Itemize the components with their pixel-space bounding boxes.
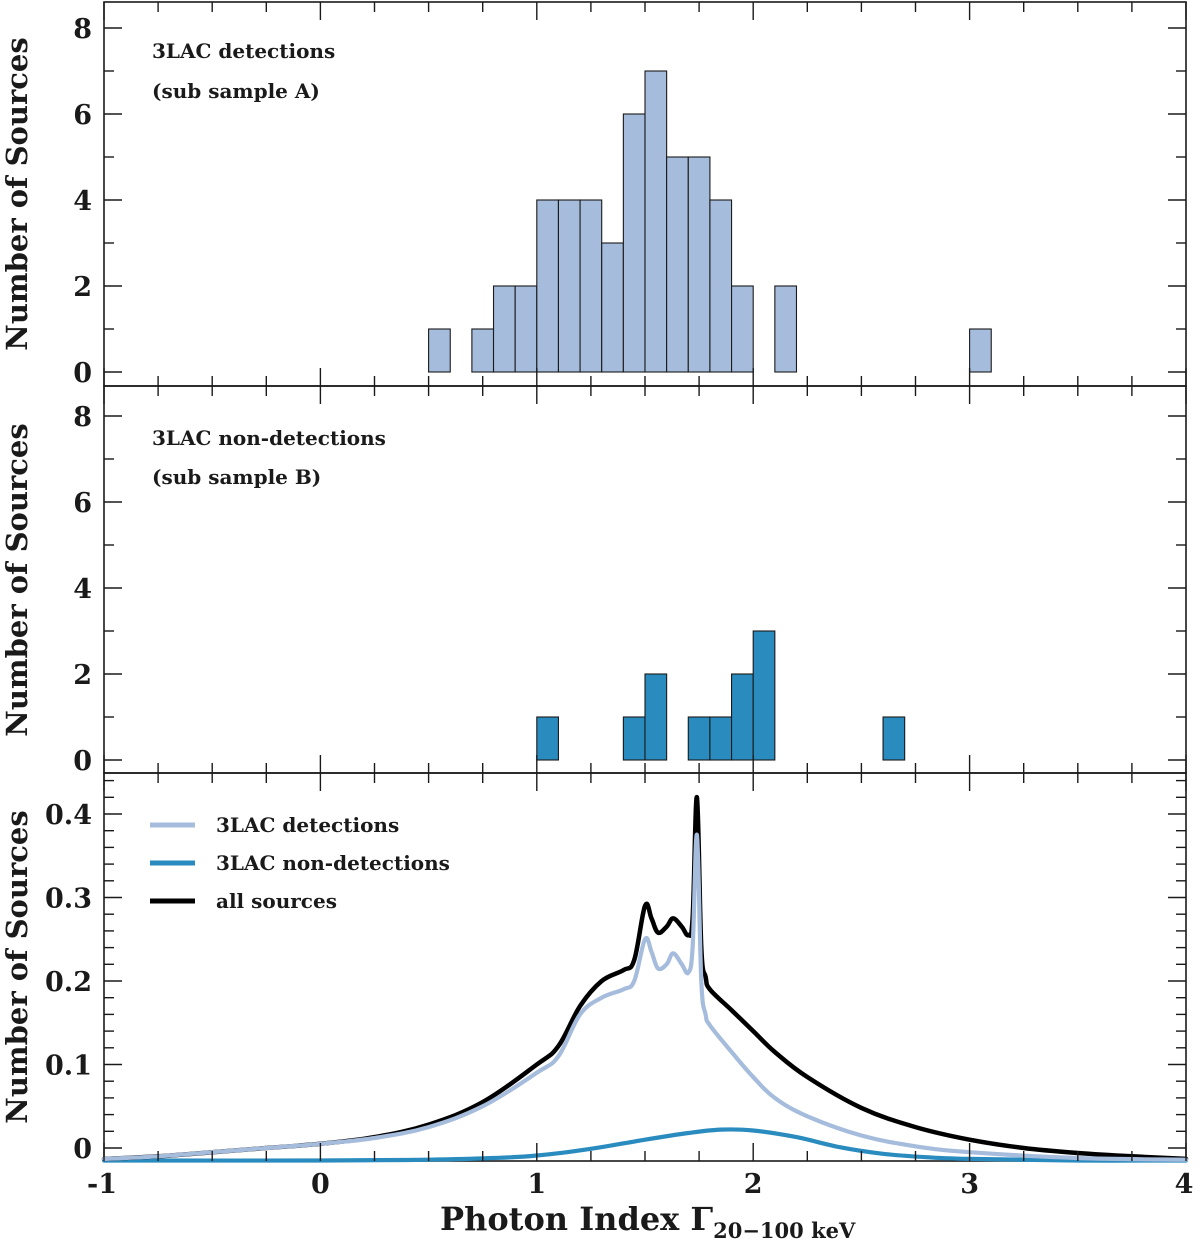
histogram-bar [557, 199, 581, 373]
histogram-bar [731, 673, 754, 761]
x-tick-label: 4 [1175, 1169, 1194, 1200]
middle-ylabel: Number of Sources [0, 423, 34, 736]
series-line-all-sources [101, 795, 1189, 1162]
y-tick-label: 0.1 [45, 1051, 92, 1082]
x-tick-label: 1 [527, 1169, 546, 1200]
histogram-bar [666, 156, 689, 373]
x-tick-label: 0 [311, 1169, 330, 1200]
histogram-bar [601, 242, 624, 373]
y-tick-label: 6 [73, 100, 92, 131]
x-tick-label: -1 [87, 1169, 117, 1200]
y-tick-label: 0.2 [45, 967, 92, 998]
legend: 3LAC detections 3LAC non-detections all … [150, 813, 450, 913]
y-tick-label: 4 [73, 574, 92, 605]
x-axis-label: Photon Index Γ20−100 keV [440, 1200, 856, 1243]
y-tick-label: 8 [73, 402, 92, 433]
histogram-bar [687, 716, 711, 761]
y-tick-label: 0 [73, 358, 92, 389]
histogram-bar [882, 716, 906, 761]
histogram-bar [644, 70, 668, 373]
y-tick-label: 2 [73, 272, 92, 303]
histogram-bar [969, 328, 992, 373]
histogram-bar [471, 328, 495, 373]
top-annotation-line1: 3LAC detections [152, 39, 335, 63]
x-axis-label-subscript: 20−100 keV [713, 1218, 856, 1243]
y-tick-label: 0.3 [45, 884, 92, 915]
x-axis-label-main: Photon Index Γ [440, 1200, 713, 1238]
y-tick-label: 4 [73, 186, 92, 217]
y-tick-label: 0.4 [45, 800, 92, 831]
legend-label-detections: 3LAC detections [216, 813, 399, 837]
top-ylabel: Number of Sources [0, 37, 34, 350]
middle-ticks: 0 2 4 6 8 [73, 386, 1187, 777]
y-tick-label: 0 [73, 1134, 92, 1165]
top-panel: 0 2 4 6 8 3LAC detections (sub sample A) Num… [0, 1, 1187, 389]
histogram-bar [514, 285, 538, 373]
histogram-bar [644, 673, 668, 761]
histogram-bar [536, 199, 559, 373]
middle-histogram-bars [536, 630, 906, 761]
histogram-bar [709, 716, 733, 761]
middle-annotation-line1: 3LAC non-detections [152, 426, 386, 450]
histogram-bar [536, 716, 559, 761]
histogram-bar [731, 285, 754, 373]
x-tick-label: 2 [744, 1169, 763, 1200]
y-tick-label: 0 [73, 746, 92, 777]
middle-annotation-line2: (sub sample B) [152, 465, 321, 489]
histogram-bar [622, 716, 646, 761]
x-tick-label: 3 [960, 1169, 979, 1200]
histogram-bar [428, 328, 451, 373]
histogram-bar [492, 285, 516, 373]
middle-panel: 0 2 4 6 8 3LAC non-detections (sub sample B)… [0, 385, 1187, 777]
bottom-ylabel: Number of Sources [0, 810, 34, 1123]
histogram-bar [687, 156, 711, 373]
histogram-bar [774, 285, 798, 373]
histogram-bar [752, 630, 776, 761]
series-line-3lac-detections [101, 832, 1189, 1162]
top-histogram-bars [428, 70, 992, 373]
bottom-panel: 0 0.1 0.2 0.3 0.4 -1 0 1 2 3 4 Number of Sources 3… [0, 772, 1193, 1243]
legend-label-non-detections: 3LAC non-detections [216, 851, 450, 875]
top-annotation-line2: (sub sample A) [152, 79, 320, 103]
histogram-bar [622, 113, 646, 373]
legend-label-all-sources: all sources [216, 889, 337, 913]
y-tick-label: 6 [73, 488, 92, 519]
histogram-bar [579, 199, 603, 373]
top-ticks: 0 2 4 6 8 [73, 2, 1187, 389]
bottom-ticks: 0 0.1 0.2 0.3 0.4 -1 0 1 2 3 4 [45, 773, 1193, 1200]
y-tick-label: 2 [73, 660, 92, 691]
histogram-bar [709, 199, 733, 373]
y-tick-label: 8 [73, 14, 92, 45]
